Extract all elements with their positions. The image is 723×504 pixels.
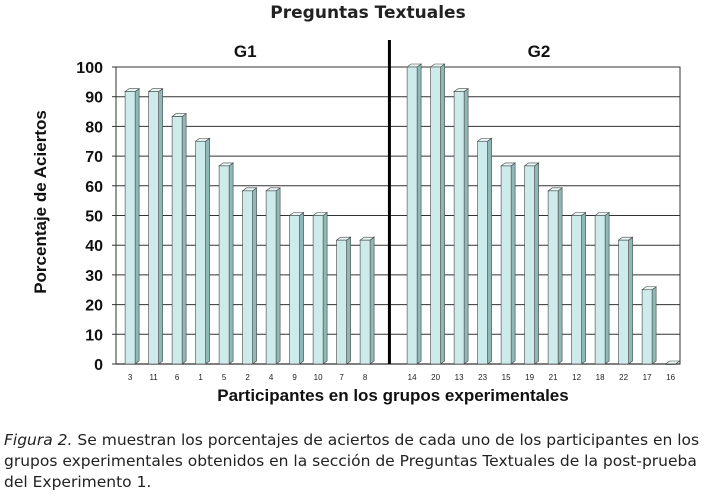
figure-caption: Figura 2. Se muestran los porcentajes de… bbox=[4, 430, 719, 493]
y-tick-label: 90 bbox=[85, 90, 103, 107]
bar bbox=[148, 91, 159, 365]
x-tick-label: 18 bbox=[596, 373, 605, 382]
bar bbox=[641, 289, 653, 365]
caption-lead: Figura 2. bbox=[4, 431, 73, 449]
y-tick-label: 30 bbox=[85, 268, 103, 285]
x-tick-label: 1 bbox=[198, 373, 203, 382]
y-tick-label: 50 bbox=[85, 209, 103, 226]
x-tick-label: 6 bbox=[175, 373, 180, 382]
bar bbox=[242, 190, 253, 365]
bar-side bbox=[463, 88, 469, 365]
y-tick-label: 0 bbox=[94, 357, 103, 374]
bar bbox=[406, 66, 418, 365]
bar-side bbox=[299, 211, 304, 365]
bar bbox=[618, 239, 629, 365]
x-tick-label: 14 bbox=[408, 373, 417, 382]
bar bbox=[430, 66, 441, 365]
x-tick-label: 17 bbox=[643, 373, 652, 382]
x-tick-label: 13 bbox=[455, 373, 464, 382]
x-tick-label: 7 bbox=[339, 373, 344, 382]
bar-side bbox=[275, 187, 281, 365]
x-tick-label: 20 bbox=[431, 373, 440, 382]
chart: Preguntas Textuales 0 10 20 30 40 50 60 70 80 90 1… bbox=[31, 3, 681, 405]
x-tick-label: 19 bbox=[525, 373, 534, 382]
bar bbox=[477, 140, 488, 365]
x-tick-label: 21 bbox=[549, 373, 558, 382]
bar-side bbox=[416, 63, 422, 365]
group-label: G1 bbox=[234, 42, 257, 61]
bar-side bbox=[510, 162, 516, 365]
x-tick-label: 11 bbox=[149, 373, 158, 382]
bar-side bbox=[628, 236, 633, 365]
x-axis-label: Participantes en los grupos experimental… bbox=[217, 386, 568, 405]
y-tick-label: 60 bbox=[85, 179, 103, 196]
bar bbox=[665, 363, 676, 365]
y-tick-label: 10 bbox=[85, 327, 103, 344]
x-tick-label: 10 bbox=[314, 373, 323, 382]
bar-side bbox=[346, 236, 351, 365]
bar-side bbox=[487, 137, 492, 365]
bar-side bbox=[604, 211, 610, 365]
x-tick-label: 16 bbox=[666, 373, 675, 382]
bar-side bbox=[134, 88, 140, 365]
bar-side bbox=[557, 187, 563, 365]
bar-side bbox=[181, 112, 187, 365]
x-tick-label: 9 bbox=[292, 373, 297, 382]
group-label: G2 bbox=[528, 42, 551, 61]
x-tick-label: 3 bbox=[128, 373, 133, 382]
y-tick-label: 100 bbox=[76, 60, 103, 77]
bar-side bbox=[581, 211, 586, 365]
y-tick-label: 70 bbox=[85, 149, 103, 166]
x-tick-label: 22 bbox=[619, 373, 628, 382]
x-tick-label: 12 bbox=[572, 373, 581, 382]
bar-side bbox=[369, 236, 375, 365]
bar bbox=[265, 190, 277, 365]
y-tick-label: 40 bbox=[85, 238, 103, 255]
x-tick-label: 4 bbox=[269, 373, 274, 382]
bar bbox=[594, 215, 606, 365]
y-tick-label: 20 bbox=[85, 298, 103, 315]
bar-side bbox=[158, 88, 163, 365]
bar bbox=[124, 91, 136, 365]
bar bbox=[571, 215, 582, 365]
bar-side bbox=[440, 63, 445, 365]
x-tick-label: 5 bbox=[222, 373, 227, 382]
bar-side bbox=[534, 162, 539, 365]
x-tick-label: 15 bbox=[502, 373, 511, 382]
bar-side bbox=[205, 137, 210, 365]
bar bbox=[171, 116, 183, 365]
bar bbox=[547, 190, 559, 365]
y-axis-label: Porcentaje de Aciertos bbox=[31, 110, 50, 294]
bar bbox=[289, 215, 300, 365]
bar-side bbox=[322, 211, 328, 365]
bar-side bbox=[228, 162, 234, 365]
x-tick-label: 8 bbox=[363, 373, 368, 382]
bar bbox=[453, 91, 465, 365]
y-tick-label: 80 bbox=[85, 119, 103, 136]
bar-side bbox=[651, 286, 657, 365]
bar bbox=[312, 215, 324, 365]
bar bbox=[524, 165, 535, 365]
bar bbox=[359, 239, 371, 365]
caption-text: Se muestran los porcentajes de aciertos … bbox=[4, 431, 700, 491]
bar bbox=[218, 165, 230, 365]
x-tick-label: 23 bbox=[478, 373, 487, 382]
bar bbox=[500, 165, 512, 365]
chart-title: Preguntas Textuales bbox=[270, 3, 465, 23]
x-tick-label: 2 bbox=[245, 373, 250, 382]
bar bbox=[336, 239, 347, 365]
bar-side bbox=[252, 187, 257, 365]
bar bbox=[195, 140, 206, 365]
